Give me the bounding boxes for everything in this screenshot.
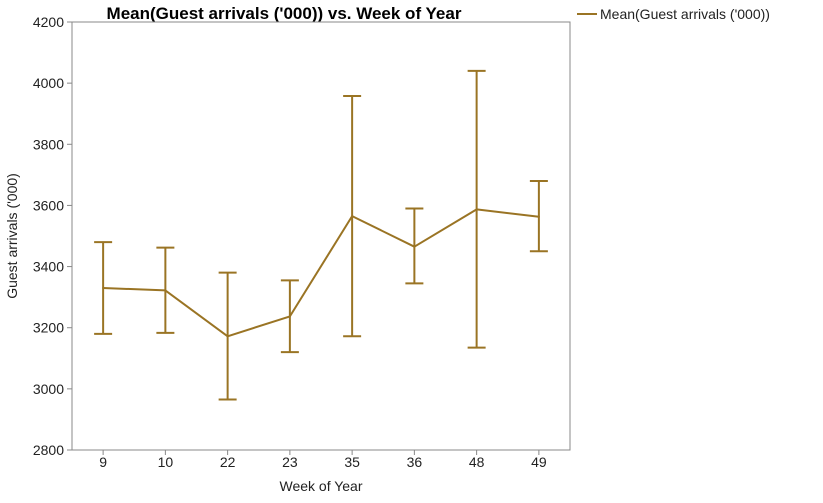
x-tick-label: 35 [344, 454, 360, 470]
y-tick-label: 3600 [33, 197, 64, 213]
y-tick-label: 4000 [33, 75, 64, 91]
data-point [102, 286, 105, 289]
y-tick-label: 4200 [33, 14, 64, 30]
y-tick-label: 3200 [33, 320, 64, 336]
data-point [537, 215, 540, 218]
y-tick-label: 3800 [33, 136, 64, 152]
legend-entry: Mean(Guest arrivals ('000)) [600, 6, 770, 22]
x-tick-label: 36 [407, 454, 423, 470]
y-axis-label: Guest arrivals ('000) [4, 173, 20, 299]
x-tick-label: 22 [220, 454, 236, 470]
series-lines [102, 208, 540, 338]
data-point [226, 335, 229, 338]
data-point [288, 315, 291, 318]
chart-title: Mean(Guest arrivals ('000)) vs. Week of … [107, 4, 462, 23]
plot-area [71, 21, 571, 451]
legend[interactable]: Mean(Guest arrivals ('000)) [577, 6, 770, 22]
y-axis: 2800 3000 3200 3400 3600 3800 4000 4200 [33, 14, 72, 458]
x-tick-label: 10 [158, 454, 174, 470]
data-point [164, 289, 167, 292]
y-tick-label: 2800 [33, 442, 64, 458]
x-tick-label: 9 [99, 454, 107, 470]
y-tick-label: 3400 [33, 259, 64, 275]
error-bars [94, 69, 548, 401]
x-axis: 9 10 22 23 35 36 48 49 [99, 450, 547, 470]
series-line [103, 208, 539, 338]
data-point [351, 215, 354, 218]
x-tick-label: 48 [469, 454, 485, 470]
x-tick-label: 23 [282, 454, 298, 470]
x-axis-label: Week of Year [279, 478, 362, 494]
data-point [475, 208, 478, 211]
y-tick-label: 3000 [33, 381, 64, 397]
x-tick-label: 49 [531, 454, 547, 470]
data-point [413, 245, 416, 248]
